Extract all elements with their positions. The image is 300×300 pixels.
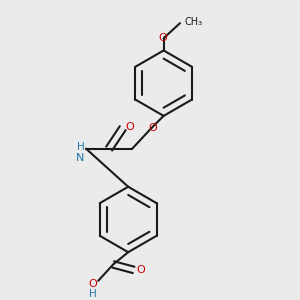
Text: O: O — [158, 33, 167, 43]
Text: CH₃: CH₃ — [184, 17, 202, 27]
Text: H: H — [89, 290, 97, 299]
Text: H: H — [77, 142, 85, 152]
Text: O: O — [136, 265, 145, 275]
Text: O: O — [125, 122, 134, 132]
Text: O: O — [88, 278, 97, 289]
Text: N: N — [76, 153, 85, 163]
Text: O: O — [148, 123, 157, 133]
